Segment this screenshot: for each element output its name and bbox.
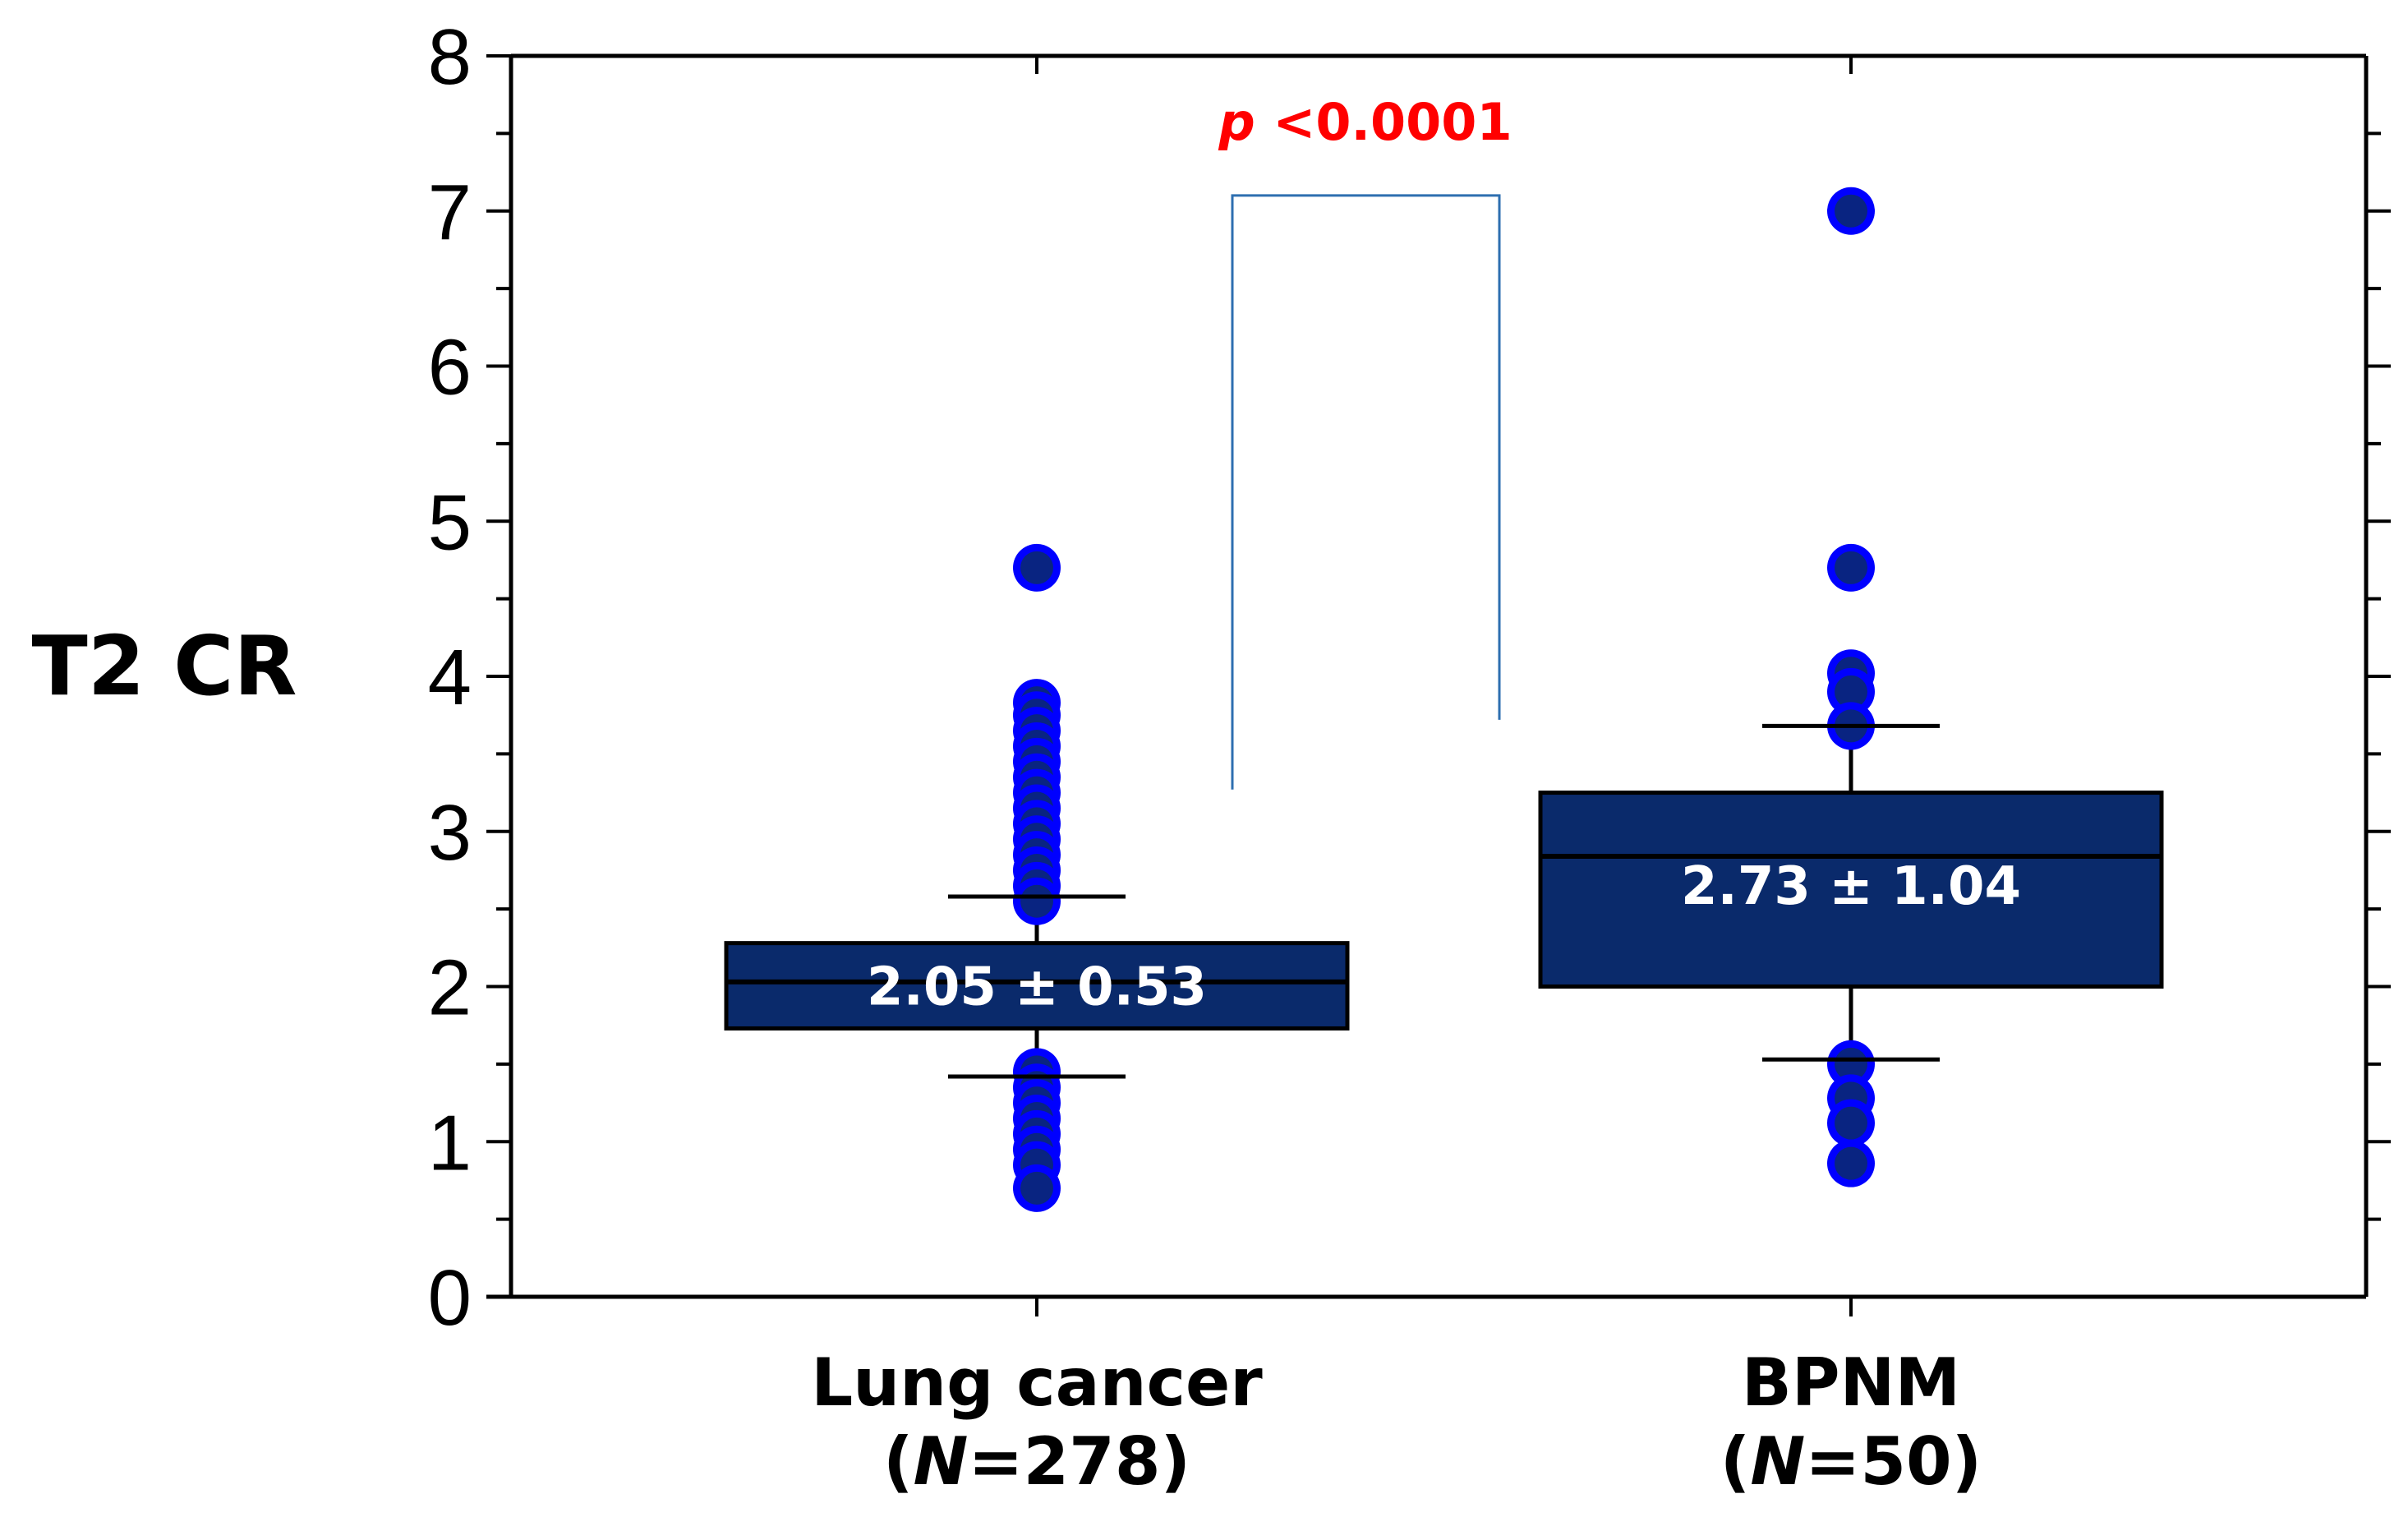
outlier-point-core-bpnm (1835, 194, 1867, 228)
bracket-line (1231, 194, 1501, 790)
axes (486, 53, 2369, 1316)
y-tick-label: 6 (428, 324, 472, 412)
y-tick-label: 1 (428, 1099, 472, 1187)
box-bpnm (1538, 791, 2164, 989)
y-tick-label: 3 (428, 789, 472, 877)
y-ticks: 0 1 2 3 4 5 6 7 8 (428, 13, 2391, 1342)
category-n-lung-cancer: (N=278) (883, 1423, 1190, 1500)
outlier-point-core-bpnm (1835, 551, 1867, 584)
mean-sd-label-lung-cancer: 2.05 ± 0.53 (867, 957, 1207, 1018)
outlier-point-core-bpnm (1835, 1047, 1867, 1081)
outlier-point-core-bpnm (1835, 1106, 1867, 1140)
category-n-bpnm: (N=50) (1720, 1423, 1982, 1500)
outlier-point-core-lung-cancer (1020, 551, 1053, 584)
boxes (724, 726, 2164, 1077)
y-tick-label: 8 (428, 13, 472, 101)
outlier-point-core-bpnm (1835, 1146, 1867, 1180)
outlier-point-core-lung-cancer (1020, 1171, 1053, 1205)
significance-bracket (1231, 194, 1501, 790)
mean-sd-label-bpnm: 2.73 ± 1.04 (1681, 856, 2021, 917)
y-tick-label: 2 (428, 944, 472, 1032)
y-axis-title: T2 CR (32, 618, 297, 714)
category-label-lung-cancer: Lung cancer (811, 1344, 1263, 1421)
y-tick-label: 0 (428, 1254, 472, 1342)
y-tick-label: 5 (428, 478, 472, 566)
outlier-point-core-bpnm (1835, 675, 1867, 708)
category-label-bpnm: BPNM (1742, 1344, 1960, 1421)
outlier-point-core-lung-cancer (1020, 884, 1053, 918)
p-value-label: p <0.0001 (1218, 92, 1512, 152)
y-tick-label: 7 (428, 168, 472, 256)
y-tick-label: 4 (428, 634, 472, 722)
box-lung-cancer (724, 941, 1350, 1031)
data-points (948, 187, 1940, 1212)
